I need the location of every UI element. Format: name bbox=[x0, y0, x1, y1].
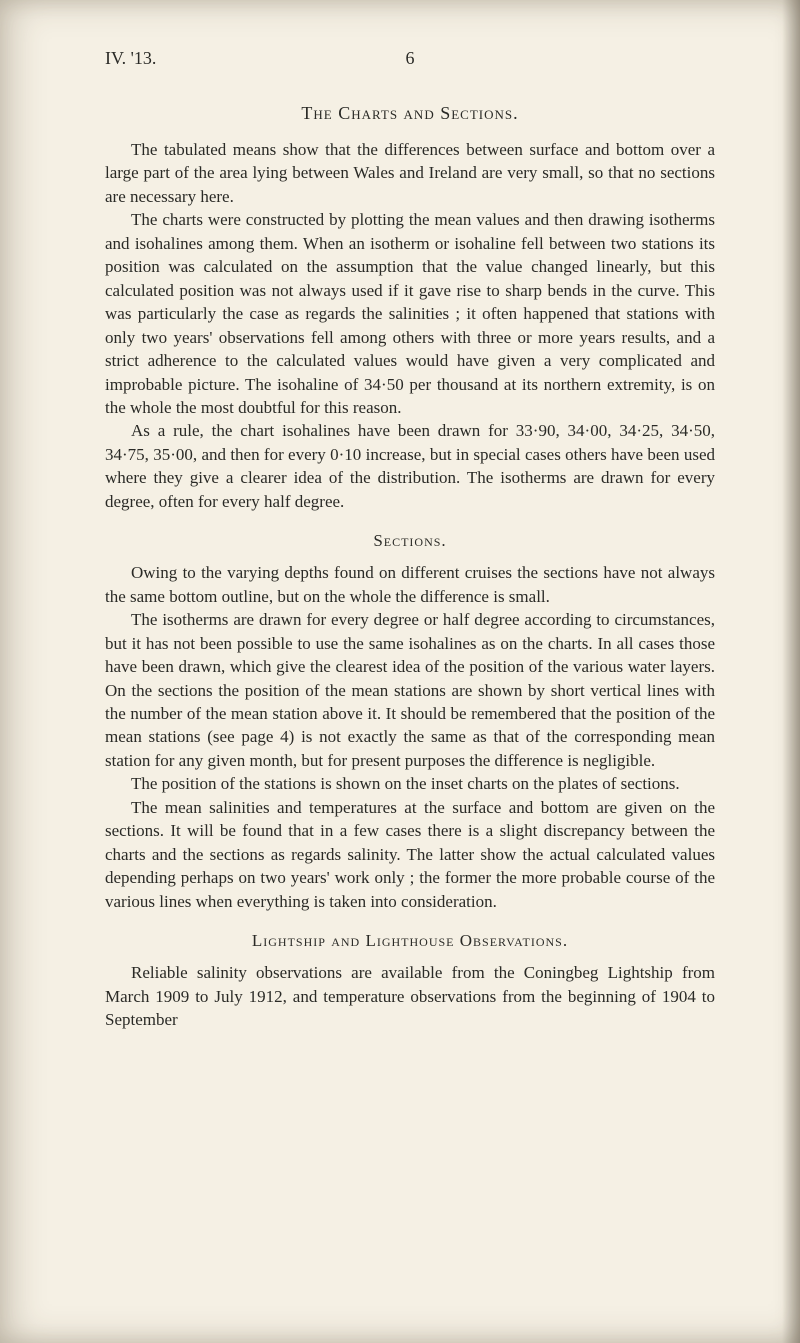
body-paragraph: The charts were constructed by plotting … bbox=[105, 208, 715, 419]
section-title-charts: The Charts and Sections. bbox=[105, 103, 715, 124]
body-paragraph: The isotherms are drawn for every degree… bbox=[105, 608, 715, 772]
section-title-sections: Sections. bbox=[105, 531, 715, 551]
header-volume-ref: IV. '13. bbox=[105, 48, 156, 69]
section-title-lightship: Lightship and Lighthouse Observations. bbox=[105, 931, 715, 951]
body-paragraph: The mean salinities and temperatures at … bbox=[105, 796, 715, 913]
body-paragraph: The position of the stations is shown on… bbox=[105, 772, 715, 795]
page-header: IV. '13. 6 bbox=[105, 48, 715, 69]
body-paragraph: Reliable salinity observations are avail… bbox=[105, 961, 715, 1031]
page-edge-shadow bbox=[782, 0, 800, 1343]
body-paragraph: As a rule, the chart isohalines have bee… bbox=[105, 419, 715, 513]
body-paragraph: Owing to the varying depths found on dif… bbox=[105, 561, 715, 608]
body-paragraph: The tabulated means show that the differ… bbox=[105, 138, 715, 208]
page-number: 6 bbox=[406, 48, 415, 69]
